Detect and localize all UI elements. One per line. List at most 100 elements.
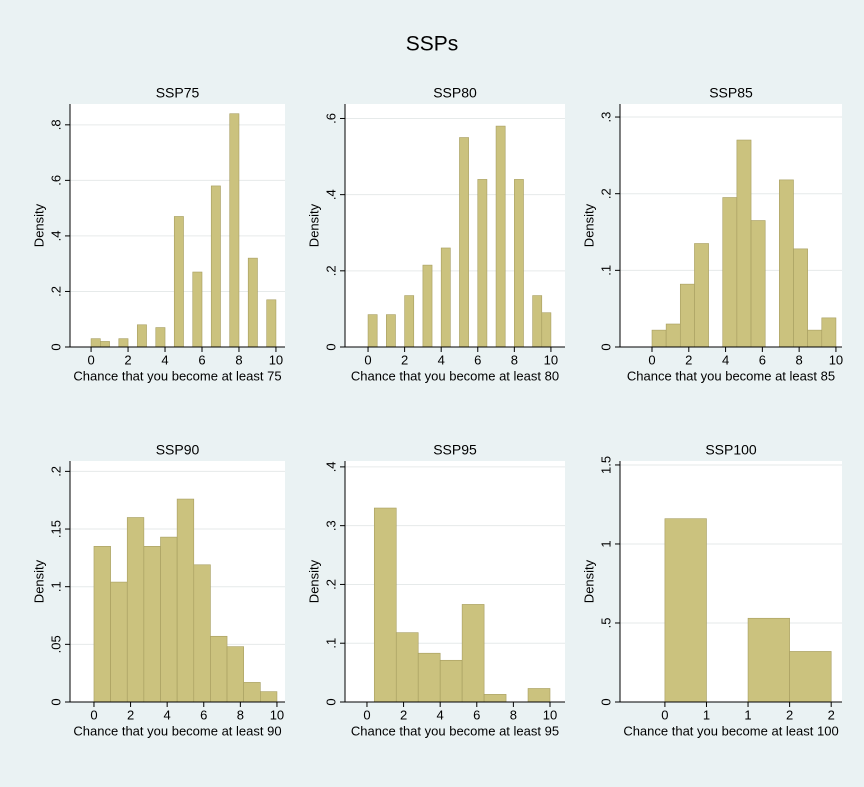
y-tick-label: .05: [48, 635, 63, 653]
y-axis-label: Density: [31, 559, 46, 603]
histogram-bar: [651, 329, 667, 348]
histogram-bar: [461, 604, 485, 703]
y-axis-label: Density: [31, 203, 46, 247]
x-tick-label: 8: [796, 352, 803, 367]
x-tick-label: 4: [438, 352, 445, 367]
y-tick-label: 1.5: [598, 456, 613, 474]
x-tick-label: 6: [473, 707, 480, 722]
x-tick-label: 2: [401, 352, 408, 367]
x-tick-label: 6: [198, 352, 205, 367]
y-axis-label: Density: [581, 559, 596, 603]
x-tick-label: 0: [87, 352, 94, 367]
histogram-bar: [793, 248, 808, 348]
histogram-bar: [136, 324, 147, 348]
x-tick-label: 4: [164, 707, 171, 722]
histogram-bar: [193, 564, 211, 703]
panel-title: SSP90: [156, 442, 200, 458]
histogram-bar: [386, 314, 396, 348]
y-tick-label: .4: [323, 461, 338, 472]
panel-title: SSP95: [433, 442, 477, 458]
histogram-bar: [514, 179, 524, 348]
x-tick-label: 2: [786, 707, 793, 722]
histogram-bar: [440, 247, 451, 348]
x-tick-label: 0: [90, 707, 97, 722]
y-tick-label: .2: [598, 188, 613, 199]
y-tick-label: 0: [48, 343, 63, 350]
x-tick-label: 4: [437, 707, 444, 722]
x-axis-label: Chance that you become at least 85: [627, 368, 835, 383]
y-tick-label: .3: [323, 520, 338, 531]
y-tick-label: 0: [48, 698, 63, 705]
x-tick-label: 0: [363, 707, 370, 722]
x-axis-label: Chance that you become at least 80: [351, 368, 559, 383]
y-tick-label: .2: [323, 579, 338, 590]
y-tick-label: 0: [598, 343, 613, 350]
y-tick-label: .2: [323, 265, 338, 276]
x-tick-label: 8: [511, 352, 518, 367]
histogram-bar: [243, 682, 261, 703]
histogram-bar: [722, 197, 738, 348]
x-tick-label: 1: [703, 707, 710, 722]
x-tick-label: 2: [828, 707, 835, 722]
histogram-bar: [483, 694, 507, 703]
histogram-bar: [541, 312, 552, 348]
x-tick-label: 2: [685, 352, 692, 367]
histogram-bar: [118, 338, 129, 348]
x-tick-label: 6: [759, 352, 766, 367]
y-tick-label: .6: [323, 113, 338, 124]
histogram-bar: [229, 113, 240, 348]
y-tick-label: 0: [598, 698, 613, 705]
x-tick-label: 10: [544, 352, 558, 367]
figure-title: SSPs: [406, 33, 459, 56]
histogram-bar: [260, 691, 278, 703]
histogram-bar: [100, 341, 110, 348]
histogram-bar: [736, 139, 752, 348]
y-axis-label: Density: [306, 559, 321, 603]
x-tick-label: 10: [269, 352, 283, 367]
x-tick-label: 0: [648, 352, 655, 367]
x-tick-label: 6: [474, 352, 481, 367]
x-axis-label: Chance that you become at least 75: [73, 368, 281, 383]
histogram-bar: [143, 546, 161, 703]
x-tick-label: 4: [722, 352, 729, 367]
histogram-bar: [110, 581, 128, 703]
y-tick-label: 0: [323, 343, 338, 350]
histogram-bar: [821, 317, 837, 348]
histogram-bar: [459, 137, 469, 348]
histogram-bar: [694, 243, 709, 348]
histogram-bar: [395, 632, 419, 703]
y-tick-label: .6: [48, 175, 63, 186]
x-tick-label: 1: [744, 707, 751, 722]
histogram-bar: [807, 329, 823, 348]
y-tick-label: .2: [48, 286, 63, 297]
x-tick-label: 8: [235, 352, 242, 367]
x-tick-label: 4: [161, 352, 168, 367]
y-axis-label: Density: [581, 203, 596, 247]
y-tick-label: .2: [48, 466, 63, 477]
histogram-bar: [789, 651, 832, 703]
x-tick-label: 10: [829, 352, 843, 367]
histogram-bar: [532, 295, 543, 348]
histogram-bar: [160, 536, 178, 703]
panel-title: SSP75: [156, 85, 200, 101]
y-tick-label: 1: [598, 540, 613, 547]
histogram-bar: [477, 179, 488, 348]
histogram-bar: [665, 323, 681, 348]
histogram-bar: [93, 546, 111, 703]
x-axis-label: Chance that you become at least 95: [351, 723, 559, 738]
histogram-bar: [226, 646, 244, 703]
histogram-bar: [527, 688, 551, 703]
x-axis-label: Chance that you become at least 90: [73, 723, 281, 738]
histogram-bar: [247, 257, 258, 348]
plot-area: [345, 104, 565, 347]
histogram-bar: [747, 617, 790, 703]
histogram-bar: [439, 659, 463, 703]
y-tick-label: .4: [48, 230, 63, 241]
y-tick-label: .4: [323, 189, 338, 200]
histogram-bar: [422, 264, 433, 348]
x-tick-label: 2: [127, 707, 134, 722]
histogram-bar: [367, 314, 378, 348]
y-tick-label: 0: [323, 698, 338, 705]
x-tick-label: 6: [200, 707, 207, 722]
x-tick-label: 0: [364, 352, 371, 367]
